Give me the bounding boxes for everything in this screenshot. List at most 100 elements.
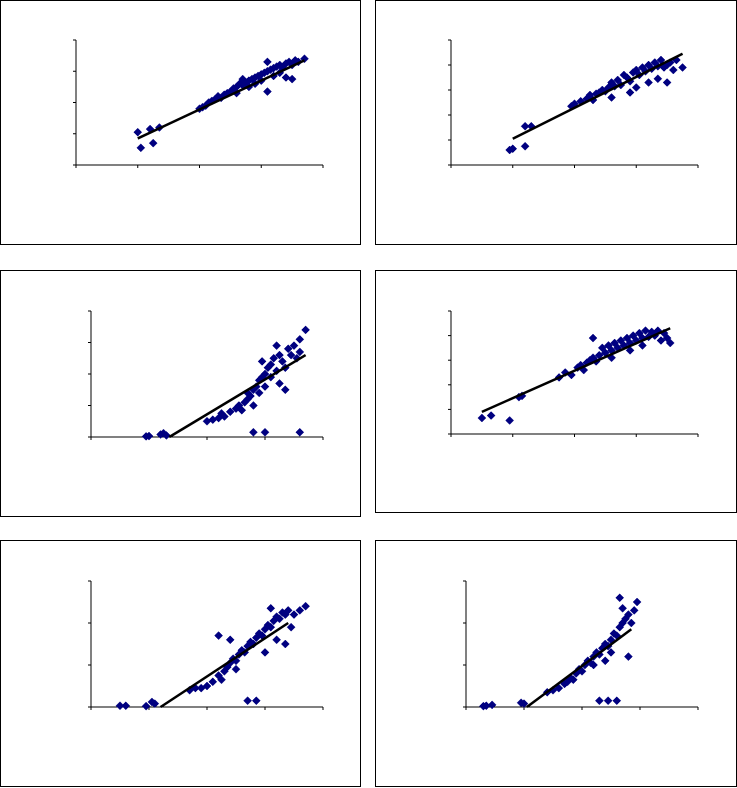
- data-point: [286, 622, 296, 632]
- data-point: [272, 341, 281, 351]
- scatter-chart-5: [88, 580, 324, 711]
- data-point: [577, 666, 587, 676]
- data-point: [568, 675, 578, 685]
- data-point: [486, 411, 496, 420]
- data-point: [159, 428, 168, 438]
- data-point: [141, 701, 151, 711]
- trend-line: [168, 354, 307, 439]
- data-point: [225, 407, 235, 417]
- data-point: [618, 603, 627, 613]
- data-point: [625, 346, 635, 355]
- data-point: [589, 660, 598, 670]
- scatter-chart-1: [73, 39, 324, 168]
- data-point: [225, 635, 235, 645]
- data-point: [295, 347, 305, 357]
- data-point: [278, 357, 287, 366]
- data-point: [231, 664, 241, 674]
- chart-panel-6: [375, 540, 737, 787]
- data-point: [220, 412, 229, 421]
- chart-panel-2: [375, 0, 737, 245]
- chart-panel-5: [0, 540, 361, 787]
- data-point: [266, 622, 276, 632]
- data-point: [243, 696, 252, 706]
- data-point: [133, 127, 143, 137]
- data-point: [283, 606, 293, 615]
- data-point: [275, 614, 284, 624]
- data-point: [251, 696, 261, 706]
- data-point: [217, 675, 226, 685]
- data-point: [260, 427, 270, 437]
- data-point: [505, 416, 515, 425]
- trend-line: [159, 621, 289, 709]
- chart-panel-1: [0, 0, 361, 245]
- data-point: [150, 699, 160, 708]
- data-point: [520, 141, 530, 151]
- data-point: [260, 648, 270, 657]
- data-point: [237, 405, 247, 415]
- data-point: [286, 350, 296, 360]
- chart-panel-3: [0, 270, 361, 517]
- chart-panel-4: [375, 270, 737, 513]
- data-point: [295, 606, 305, 615]
- data-point: [519, 699, 529, 708]
- data-point: [115, 701, 125, 711]
- scatter-chart-6: [463, 580, 699, 711]
- data-point: [678, 63, 687, 72]
- data-point: [629, 606, 639, 615]
- data-point: [238, 74, 248, 84]
- trend-line: [526, 628, 633, 709]
- data-point: [607, 93, 616, 102]
- data-point: [202, 681, 212, 691]
- data-point: [260, 369, 270, 379]
- data-point: [257, 357, 267, 366]
- data-point: [477, 413, 487, 423]
- data-point: [266, 603, 276, 613]
- data-point: [668, 65, 678, 75]
- data-point: [615, 593, 625, 603]
- data-point: [249, 427, 258, 437]
- data-point: [283, 344, 293, 354]
- data-point: [603, 696, 613, 706]
- data-point: [272, 635, 281, 645]
- trend-line: [481, 327, 671, 414]
- data-point: [588, 333, 598, 343]
- data-point: [301, 325, 310, 335]
- data-point: [254, 388, 264, 398]
- data-point: [487, 700, 497, 710]
- data-point: [656, 336, 666, 345]
- data-point: [214, 631, 223, 640]
- data-point: [520, 121, 530, 131]
- data-point: [280, 385, 290, 395]
- data-point: [289, 341, 299, 351]
- data-point: [295, 427, 305, 437]
- scatter-chart-2: [448, 39, 699, 168]
- data-point: [665, 338, 675, 348]
- data-point: [121, 701, 131, 711]
- data-point: [632, 597, 642, 607]
- data-point: [626, 618, 636, 628]
- data-point: [266, 360, 276, 369]
- data-point: [144, 431, 154, 441]
- data-point: [287, 74, 297, 84]
- data-point: [638, 341, 647, 350]
- data-point: [641, 326, 650, 336]
- data-point: [269, 353, 279, 363]
- data-point: [600, 656, 610, 666]
- data-point: [263, 87, 272, 96]
- data-point: [624, 610, 633, 619]
- data-point: [275, 379, 284, 388]
- trend-line: [137, 59, 306, 140]
- data-point: [508, 144, 518, 154]
- data-point: [606, 648, 616, 657]
- data-point: [662, 78, 672, 87]
- data-point: [301, 601, 310, 611]
- scatter-chart-4: [448, 310, 699, 437]
- data-point: [260, 382, 270, 391]
- data-point: [280, 639, 290, 649]
- data-point: [644, 78, 653, 87]
- data-point: [612, 696, 622, 706]
- data-point: [136, 143, 146, 153]
- data-point: [595, 696, 604, 706]
- data-point: [289, 610, 299, 619]
- data-point: [275, 350, 284, 360]
